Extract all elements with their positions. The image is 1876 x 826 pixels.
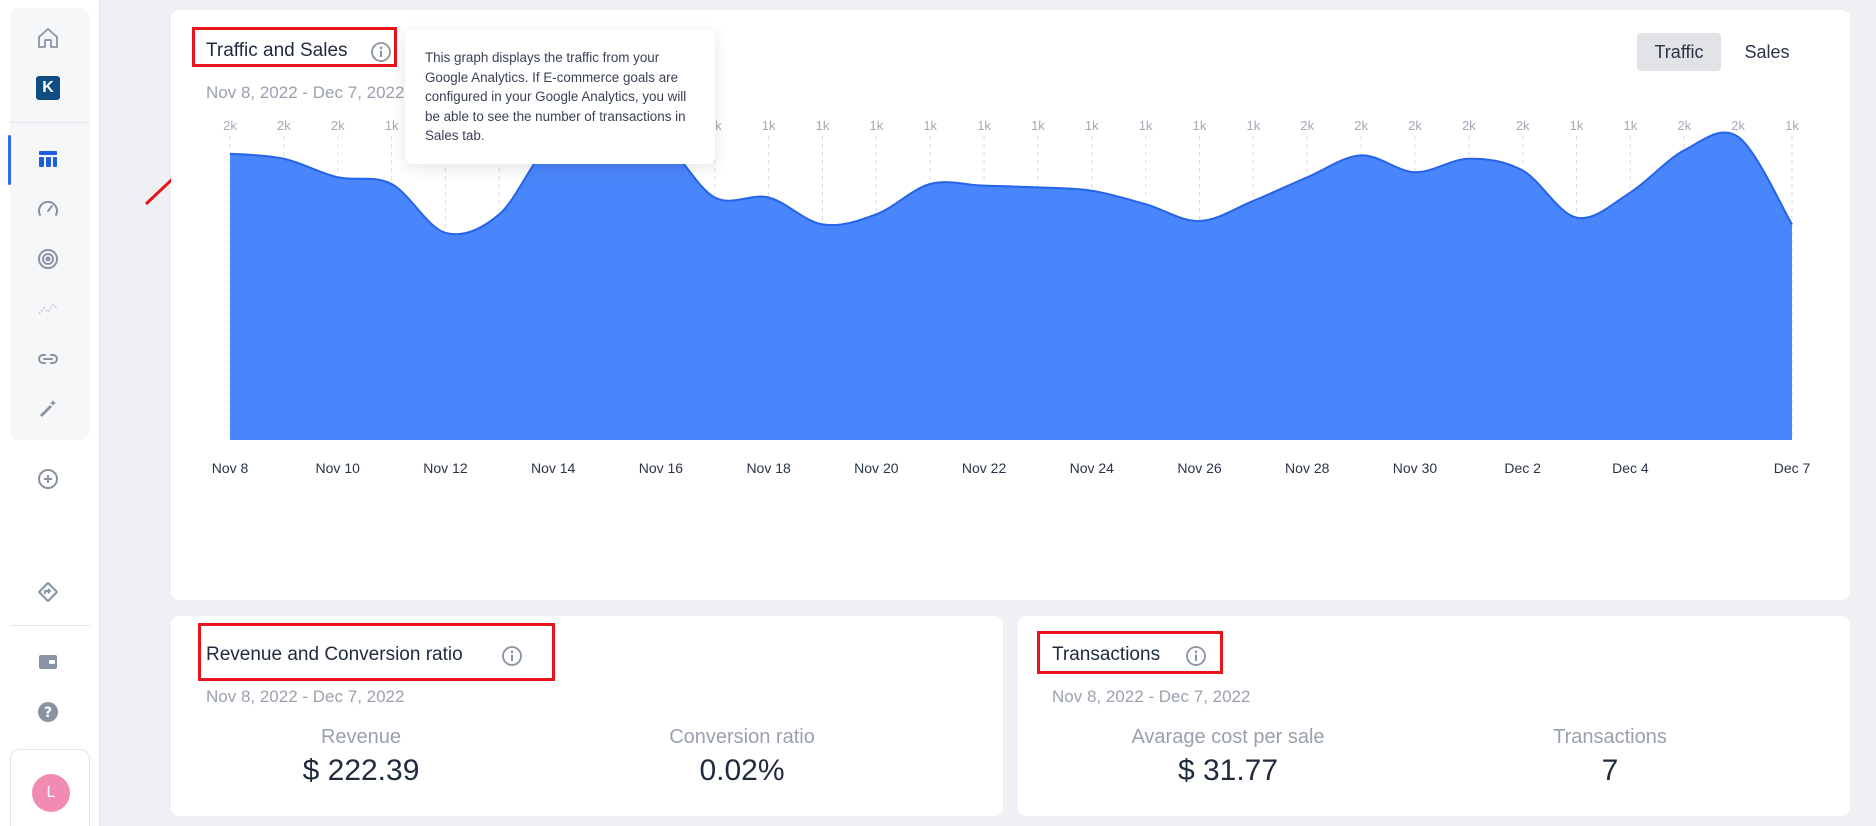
info-icon[interactable] bbox=[370, 41, 392, 63]
x-tick-label: Nov 30 bbox=[1393, 460, 1438, 476]
x-tick-label: Dec 2 bbox=[1504, 460, 1541, 476]
point-label: 1k bbox=[923, 118, 937, 133]
sidebar-divider bbox=[10, 122, 90, 123]
active-indicator bbox=[8, 135, 11, 185]
traffic-area[interactable] bbox=[230, 132, 1792, 440]
point-label: 2k bbox=[1408, 118, 1422, 133]
date-range: Nov 8, 2022 - Dec 7, 2022 bbox=[206, 687, 405, 706]
traffic-sales-card: 2k 2k 2k 1k 1k 2k 2k 2k 2k 1k 1k 1k 1k 1k 1k 1k 1k 1k 1k 1k… bbox=[171, 10, 1850, 600]
annotation-box bbox=[1037, 631, 1223, 674]
point-label: 2k bbox=[1354, 118, 1368, 133]
help-icon[interactable]: ? bbox=[34, 698, 62, 726]
conversion-value: 0.02% bbox=[699, 754, 785, 787]
avg-cost-value: $ 31.77 bbox=[1177, 754, 1279, 787]
project-logo-letter: K bbox=[36, 76, 60, 100]
tab-traffic[interactable]: Traffic bbox=[1637, 33, 1721, 71]
add-circle-icon[interactable] bbox=[34, 465, 62, 493]
point-label: 1k bbox=[1624, 118, 1638, 133]
point-label: 1k bbox=[816, 118, 830, 133]
info-tooltip: This graph displays the traffic from you… bbox=[405, 30, 715, 164]
x-tick-label: Nov 8 bbox=[212, 460, 249, 476]
svg-text:?: ? bbox=[44, 705, 52, 721]
point-label: 1k bbox=[977, 118, 991, 133]
info-icon[interactable] bbox=[1185, 645, 1207, 667]
point-label: 1k bbox=[1085, 118, 1099, 133]
transactions-value: 7 bbox=[1601, 754, 1619, 787]
annotation-box bbox=[192, 27, 397, 67]
x-tick-label: Dec 7 bbox=[1774, 460, 1811, 476]
point-label: 2k bbox=[1300, 118, 1314, 133]
card-title: Traffic and Sales bbox=[206, 40, 348, 61]
x-tick-label: Nov 24 bbox=[1070, 460, 1115, 476]
x-tick-label: Nov 26 bbox=[1177, 460, 1222, 476]
sidebar: K ? L bbox=[0, 0, 100, 826]
point-label: 1k bbox=[1570, 118, 1584, 133]
point-label: 2k bbox=[1677, 118, 1691, 133]
home-icon[interactable] bbox=[34, 24, 62, 52]
point-label: 2k bbox=[223, 118, 237, 133]
x-tick-label: Dec 4 bbox=[1612, 460, 1649, 476]
date-range: Nov 8, 2022 - Dec 7, 2022 bbox=[1052, 687, 1251, 706]
speedometer-icon[interactable] bbox=[34, 195, 62, 223]
point-label: 1k bbox=[1031, 118, 1045, 133]
point-label: 1k bbox=[1247, 118, 1261, 133]
point-label: 2k bbox=[277, 118, 291, 133]
revenue-label: Revenue bbox=[320, 726, 402, 748]
point-label: 1k bbox=[1785, 118, 1799, 133]
conversion-label: Conversion ratio bbox=[669, 726, 815, 748]
trend-line-icon[interactable] bbox=[34, 295, 62, 323]
point-label: 1k bbox=[1139, 118, 1153, 133]
point-label: 2k bbox=[331, 118, 345, 133]
x-tick-label: Nov 20 bbox=[854, 460, 899, 476]
point-label: 2k bbox=[1516, 118, 1530, 133]
revenue-value: $ 222.39 bbox=[302, 754, 420, 787]
x-tick-label: Nov 12 bbox=[423, 460, 468, 476]
transactions-card: Transactions Nov 8, 2022 - Dec 7, 2022 A… bbox=[1018, 616, 1850, 816]
transactions-label: Transactions bbox=[1553, 726, 1667, 748]
x-tick-label: Nov 16 bbox=[639, 460, 684, 476]
x-tick-label: Nov 18 bbox=[746, 460, 791, 476]
card-title: Transactions bbox=[1052, 644, 1161, 665]
point-label: 1k bbox=[385, 118, 399, 133]
point-label: 2k bbox=[1731, 118, 1745, 133]
dashboard-table-icon[interactable] bbox=[34, 145, 62, 173]
avatar[interactable]: L bbox=[32, 774, 70, 812]
link-icon[interactable] bbox=[34, 345, 62, 373]
user-menu[interactable]: L bbox=[10, 749, 90, 826]
point-label: 1k bbox=[762, 118, 776, 133]
card-title: Revenue and Conversion ratio bbox=[206, 644, 463, 665]
directions-icon[interactable] bbox=[34, 578, 62, 606]
point-label: 2k bbox=[1462, 118, 1476, 133]
target-icon[interactable] bbox=[34, 245, 62, 273]
sidebar-divider bbox=[10, 625, 90, 626]
x-tick-label: Nov 10 bbox=[316, 460, 361, 476]
magic-wand-icon[interactable] bbox=[34, 395, 62, 423]
sidebar-nav-group bbox=[10, 8, 90, 440]
info-icon[interactable] bbox=[501, 645, 523, 667]
x-tick-label: Nov 28 bbox=[1285, 460, 1330, 476]
tab-sales[interactable]: Sales bbox=[1744, 41, 1790, 62]
point-label: 1k bbox=[1193, 118, 1207, 133]
project-logo[interactable]: K bbox=[34, 74, 62, 102]
avg-cost-label: Avarage cost per sale bbox=[1131, 726, 1325, 748]
x-tick-label: Nov 22 bbox=[962, 460, 1007, 476]
point-label: 1k bbox=[869, 118, 883, 133]
wallet-icon[interactable] bbox=[34, 648, 62, 676]
revenue-conversion-card: Revenue and Conversion ratio Nov 8, 2022… bbox=[171, 616, 1003, 816]
x-tick-label: Nov 14 bbox=[531, 460, 576, 476]
date-range: Nov 8, 2022 - Dec 7, 2022 bbox=[206, 83, 405, 102]
annotation-box bbox=[198, 623, 555, 681]
traffic-line bbox=[229, 131, 1793, 236]
